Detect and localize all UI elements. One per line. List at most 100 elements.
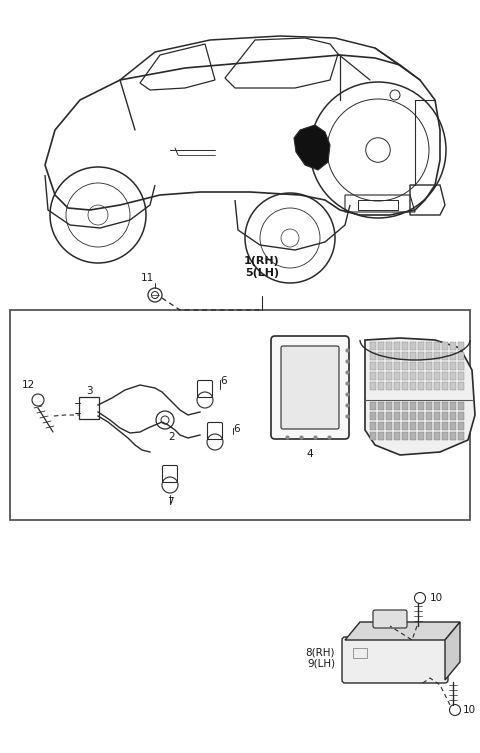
FancyBboxPatch shape: [434, 422, 440, 430]
FancyBboxPatch shape: [370, 412, 376, 420]
FancyBboxPatch shape: [402, 352, 408, 360]
FancyBboxPatch shape: [370, 352, 376, 360]
FancyBboxPatch shape: [434, 402, 440, 410]
FancyBboxPatch shape: [378, 432, 384, 440]
FancyBboxPatch shape: [434, 372, 440, 380]
FancyBboxPatch shape: [426, 372, 432, 380]
FancyBboxPatch shape: [402, 402, 408, 410]
FancyBboxPatch shape: [394, 362, 400, 370]
FancyBboxPatch shape: [410, 402, 416, 410]
FancyBboxPatch shape: [410, 342, 416, 350]
FancyBboxPatch shape: [386, 402, 392, 410]
FancyBboxPatch shape: [394, 422, 400, 430]
Text: 4: 4: [307, 449, 313, 459]
FancyBboxPatch shape: [418, 372, 424, 380]
FancyBboxPatch shape: [370, 362, 376, 370]
FancyBboxPatch shape: [370, 402, 376, 410]
FancyBboxPatch shape: [442, 342, 448, 350]
FancyBboxPatch shape: [402, 372, 408, 380]
FancyBboxPatch shape: [434, 432, 440, 440]
Polygon shape: [294, 125, 330, 170]
FancyBboxPatch shape: [450, 402, 456, 410]
FancyBboxPatch shape: [458, 352, 464, 360]
FancyBboxPatch shape: [394, 372, 400, 380]
FancyBboxPatch shape: [410, 422, 416, 430]
FancyBboxPatch shape: [402, 342, 408, 350]
FancyBboxPatch shape: [418, 352, 424, 360]
FancyBboxPatch shape: [394, 432, 400, 440]
FancyBboxPatch shape: [386, 432, 392, 440]
FancyBboxPatch shape: [386, 412, 392, 420]
FancyBboxPatch shape: [458, 362, 464, 370]
FancyBboxPatch shape: [402, 412, 408, 420]
FancyBboxPatch shape: [370, 372, 376, 380]
FancyBboxPatch shape: [458, 402, 464, 410]
FancyBboxPatch shape: [458, 422, 464, 430]
FancyBboxPatch shape: [426, 382, 432, 390]
FancyBboxPatch shape: [386, 422, 392, 430]
FancyBboxPatch shape: [410, 362, 416, 370]
FancyBboxPatch shape: [410, 412, 416, 420]
FancyBboxPatch shape: [426, 352, 432, 360]
FancyBboxPatch shape: [386, 362, 392, 370]
FancyBboxPatch shape: [442, 432, 448, 440]
FancyBboxPatch shape: [450, 382, 456, 390]
FancyBboxPatch shape: [450, 352, 456, 360]
FancyBboxPatch shape: [402, 422, 408, 430]
FancyBboxPatch shape: [458, 372, 464, 380]
FancyBboxPatch shape: [458, 342, 464, 350]
FancyBboxPatch shape: [418, 412, 424, 420]
FancyBboxPatch shape: [434, 362, 440, 370]
FancyBboxPatch shape: [418, 342, 424, 350]
FancyBboxPatch shape: [426, 412, 432, 420]
Text: 10: 10: [463, 705, 476, 715]
FancyBboxPatch shape: [370, 422, 376, 430]
FancyBboxPatch shape: [378, 352, 384, 360]
FancyBboxPatch shape: [442, 362, 448, 370]
FancyBboxPatch shape: [370, 382, 376, 390]
Text: 8(RH)
9(LH): 8(RH) 9(LH): [305, 647, 335, 669]
FancyBboxPatch shape: [426, 432, 432, 440]
FancyBboxPatch shape: [418, 402, 424, 410]
FancyBboxPatch shape: [378, 412, 384, 420]
FancyBboxPatch shape: [458, 432, 464, 440]
FancyBboxPatch shape: [410, 372, 416, 380]
FancyBboxPatch shape: [458, 412, 464, 420]
Text: 1(RH)
5(LH): 1(RH) 5(LH): [244, 257, 280, 278]
Polygon shape: [365, 338, 475, 455]
FancyBboxPatch shape: [378, 422, 384, 430]
FancyBboxPatch shape: [442, 382, 448, 390]
Text: 6: 6: [220, 376, 227, 386]
FancyBboxPatch shape: [373, 610, 407, 628]
FancyBboxPatch shape: [450, 372, 456, 380]
FancyBboxPatch shape: [378, 342, 384, 350]
FancyBboxPatch shape: [394, 342, 400, 350]
FancyBboxPatch shape: [434, 412, 440, 420]
Polygon shape: [345, 622, 460, 640]
FancyBboxPatch shape: [418, 362, 424, 370]
FancyBboxPatch shape: [450, 422, 456, 430]
FancyBboxPatch shape: [386, 352, 392, 360]
FancyBboxPatch shape: [378, 402, 384, 410]
FancyBboxPatch shape: [450, 362, 456, 370]
Text: 7: 7: [167, 497, 173, 507]
FancyBboxPatch shape: [442, 412, 448, 420]
FancyBboxPatch shape: [418, 432, 424, 440]
Text: 10: 10: [430, 593, 443, 603]
FancyBboxPatch shape: [378, 372, 384, 380]
Text: 11: 11: [140, 273, 154, 283]
FancyBboxPatch shape: [426, 342, 432, 350]
FancyBboxPatch shape: [450, 412, 456, 420]
FancyBboxPatch shape: [394, 352, 400, 360]
FancyBboxPatch shape: [402, 432, 408, 440]
FancyBboxPatch shape: [442, 372, 448, 380]
Text: 3: 3: [86, 386, 92, 396]
FancyBboxPatch shape: [434, 342, 440, 350]
FancyBboxPatch shape: [418, 422, 424, 430]
FancyBboxPatch shape: [386, 342, 392, 350]
FancyBboxPatch shape: [410, 432, 416, 440]
FancyBboxPatch shape: [410, 352, 416, 360]
FancyBboxPatch shape: [378, 362, 384, 370]
Text: 2: 2: [168, 432, 175, 442]
FancyBboxPatch shape: [434, 382, 440, 390]
